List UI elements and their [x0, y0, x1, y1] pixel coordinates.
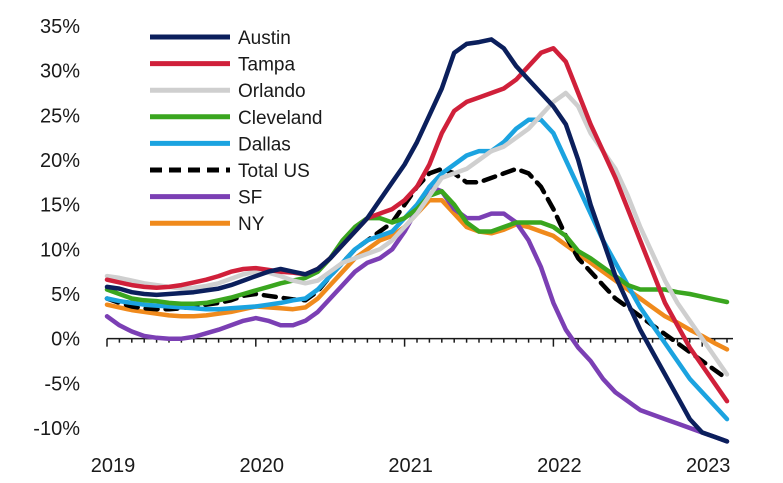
x-tick-label: 2022 — [537, 455, 582, 477]
series-line-total-us — [104, 166, 730, 382]
legend-label-ny: NY — [238, 214, 265, 235]
y-tick-label: -10% — [33, 418, 80, 440]
x-tick-label: 2020 — [240, 455, 285, 477]
y-tick-label: 20% — [40, 150, 80, 172]
legend-label-tampa: Tampa — [238, 55, 295, 76]
y-tick-label: 15% — [40, 195, 80, 217]
legend-label-austin: Austin — [238, 28, 291, 49]
legend-label-sf: SF — [238, 188, 262, 209]
legend-label-cleveland: Cleveland — [238, 108, 323, 129]
y-tick-label: 10% — [40, 239, 80, 261]
y-tick-label: 35% — [40, 16, 80, 38]
y-tick-label: 0% — [51, 329, 80, 351]
series-line-dallas — [104, 117, 730, 422]
y-tick-label: 30% — [40, 61, 80, 83]
legend-label-total-us: Total US — [238, 161, 310, 182]
y-axis-tick-labels: -10% -5% 0% 5% 10% 15% 20% 25% 30% 35% — [33, 16, 80, 440]
x-axis: 2019 2020 2021 2022 2023 — [91, 337, 733, 477]
y-tick-label: 25% — [40, 105, 80, 127]
y-tick-label: -5% — [44, 373, 80, 395]
series-line-cleveland — [104, 189, 730, 307]
legend: Austin Tampa Orlando Cleveland Dallas Total U… — [150, 28, 323, 235]
x-tick-label: 2021 — [388, 455, 433, 477]
x-tick-label: 2023 — [686, 455, 731, 477]
legend-label-orlando: Orlando — [238, 81, 306, 102]
series-line-tampa — [104, 46, 730, 404]
y-tick-label: 5% — [51, 284, 80, 306]
legend-label-dallas: Dallas — [238, 134, 291, 155]
series-lines — [104, 37, 730, 444]
series-line-austin — [104, 37, 730, 444]
series-line-orlando — [104, 90, 730, 377]
x-tick-label: 2019 — [91, 455, 136, 477]
